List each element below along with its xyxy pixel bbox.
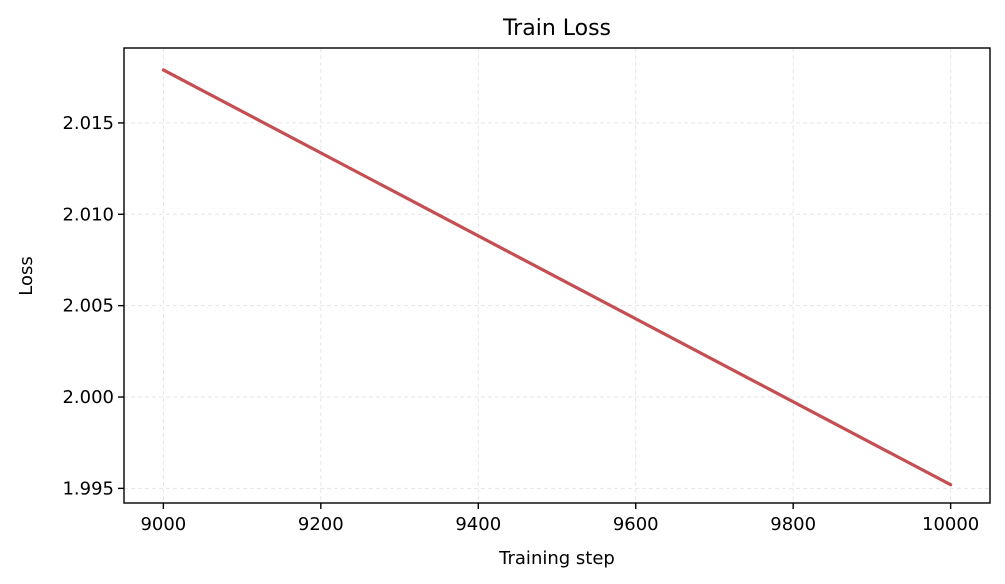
- x-tick-label: 9000: [140, 514, 186, 535]
- x-tick-label: 9400: [455, 514, 501, 535]
- x-tick-label: 9200: [298, 514, 344, 535]
- x-tick-label: 10000: [922, 514, 979, 535]
- loss-series-line: [161, 68, 953, 487]
- grid-lines: [124, 48, 990, 503]
- y-tick-label: 2.005: [62, 296, 114, 317]
- series-layer: [161, 68, 953, 487]
- chart-title: Train Loss: [502, 16, 611, 41]
- plot-area-frame: [123, 47, 991, 504]
- y-tick-label: 2.015: [62, 113, 114, 134]
- y-tick-label: 2.000: [62, 387, 114, 408]
- y-axis-ticks: 1.995 2.000 2.005 2.010 2.015: [62, 113, 124, 499]
- y-tick-label: 1.995: [62, 478, 114, 499]
- x-axis-ticks: 9000 9200 9400 9600 9800 10000: [140, 503, 979, 535]
- x-axis-label: Training step: [498, 548, 615, 569]
- y-tick-label: 2.010: [62, 204, 114, 225]
- y-axis-label: Loss: [16, 256, 37, 295]
- x-tick-label: 9600: [613, 514, 659, 535]
- x-tick-label: 9800: [770, 514, 816, 535]
